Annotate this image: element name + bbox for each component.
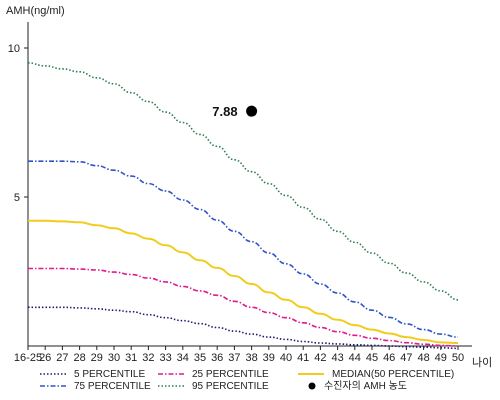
x-tick-label: 47 [400, 352, 412, 364]
x-tick-label: 42 [314, 352, 326, 364]
x-tick-label: 26 [39, 352, 51, 364]
x-tick-label: 50 [452, 352, 464, 364]
series-line [28, 306, 459, 350]
y-ticks: 5 10 [8, 43, 28, 204]
series-line [27, 62, 459, 301]
x-tick-label: 44 [349, 352, 361, 364]
x-tick-label: 30 [108, 352, 120, 364]
x-tick-label: 16-25 [14, 352, 42, 364]
y-tick-label: 10 [8, 43, 20, 55]
legend-marker [308, 382, 316, 390]
x-tick-label: 36 [211, 352, 223, 364]
legend-label: 95 PERCENTILE [192, 381, 269, 392]
x-tick-label: 41 [297, 352, 309, 364]
series-line [28, 267, 459, 347]
x-tick-label: 31 [125, 352, 137, 364]
legend-label: 75 PERCENTILE [74, 381, 151, 392]
x-tick-label: 46 [383, 352, 395, 364]
marker-group: 7.88 [212, 104, 258, 119]
x-tick-label: 33 [159, 352, 171, 364]
marker-value-label: 7.88 [212, 104, 237, 119]
x-tick-label: 39 [263, 352, 275, 364]
x-tick-label: 40 [280, 352, 292, 364]
legend-label: 5 PERCENTILE [74, 369, 145, 380]
x-tick-label: 37 [228, 352, 240, 364]
x-tick-label: 38 [245, 352, 257, 364]
x-tick-label: 43 [331, 352, 343, 364]
series-line [28, 160, 459, 338]
x-tick-label: 32 [142, 352, 154, 364]
legend-label: MEDIAN(50 PERCENTILE) [332, 369, 454, 380]
x-tick-label: 48 [417, 352, 429, 364]
y-tick-label: 5 [14, 192, 20, 204]
legend-marker-label: 수진자의 AMH 농도 [324, 380, 407, 392]
legend: 5 PERCENTILE 25 PERCENTILE MEDIAN(50 PERCE… [40, 369, 454, 392]
x-tick-label: 45 [366, 352, 378, 364]
x-tick-label: 28 [73, 352, 85, 364]
series-line [28, 219, 459, 344]
marker-point [246, 105, 258, 117]
x-tick-label: 34 [177, 352, 189, 364]
series-lines [27, 62, 459, 350]
x-tick-label: 35 [194, 352, 206, 364]
x-tick-label: 29 [91, 352, 103, 364]
x-tick-label: 27 [56, 352, 68, 364]
y-axis-title: AMH(ng/ml) [6, 5, 65, 17]
x-tick-label: 49 [435, 352, 447, 364]
x-axis-title: 나이 [472, 356, 492, 369]
legend-label: 25 PERCENTILE [192, 369, 269, 380]
